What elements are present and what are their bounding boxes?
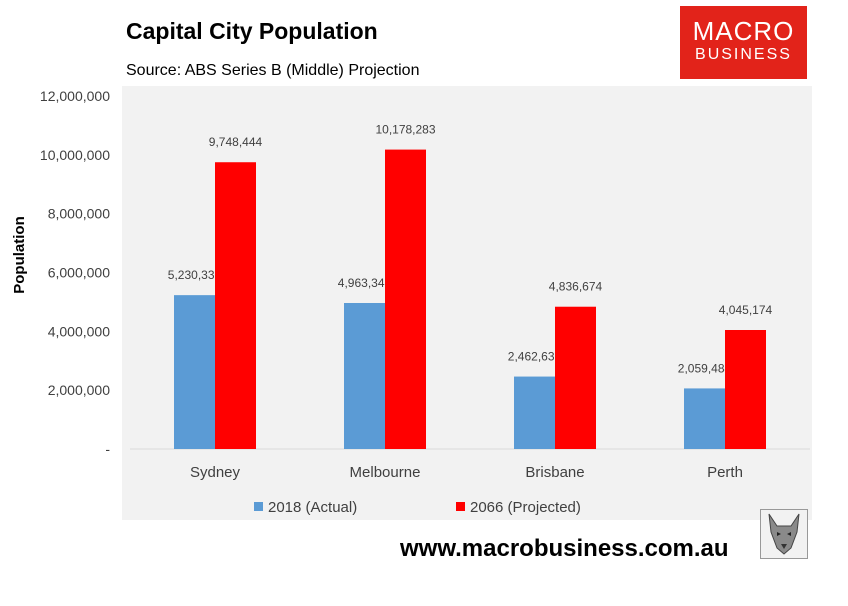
bar-2018-sydney: [174, 295, 215, 449]
y-tick-label: -: [105, 441, 110, 457]
wolf-head-icon: [760, 509, 808, 559]
data-label: 10,178,283: [375, 123, 435, 137]
data-label: 4,836,674: [549, 280, 603, 294]
x-tick-label: Melbourne: [350, 464, 421, 481]
data-label: 4,963,349: [338, 276, 392, 290]
chart-subtitle: Source: ABS Series B (Middle) Projection: [126, 62, 420, 79]
site-url[interactable]: www.macrobusiness.com.au: [400, 535, 729, 562]
logo-line-1: MACRO: [692, 16, 795, 46]
x-tick-label: Brisbane: [525, 464, 584, 481]
legend-swatch: [254, 502, 263, 511]
y-tick-label: 8,000,000: [48, 206, 110, 222]
legend-swatch: [456, 502, 465, 511]
bar-2066-sydney: [215, 162, 256, 449]
logo-line-2: BUSINESS: [695, 46, 792, 63]
chart-marks: - 2,000,000 4,000,000 6,000,000 8,000,000 10,…: [11, 88, 810, 516]
y-tick-label: 10,000,000: [40, 147, 110, 163]
x-tick-label: Sydney: [190, 464, 241, 481]
y-tick-label: 6,000,000: [48, 265, 110, 281]
macrobusiness-logo[interactable]: MACRO BUSINESS: [680, 6, 807, 79]
bar-2066-perth: [725, 330, 766, 449]
y-axis-title: Population: [11, 216, 28, 294]
legend-label: 2018 (Actual): [268, 499, 357, 516]
data-label: 9,748,444: [209, 135, 263, 149]
data-label: 4,045,174: [719, 303, 773, 317]
bar-2066-brisbane: [555, 306, 596, 449]
data-label: 2,059,484: [678, 361, 732, 375]
bar-2066-melbourne: [385, 149, 426, 449]
chart-title: Capital City Population: [126, 18, 378, 44]
y-tick-label: 12,000,000: [40, 88, 110, 104]
x-tick-label: Perth: [707, 464, 743, 481]
legend-label: 2066 (Projected): [470, 499, 581, 516]
y-tick-label: 4,000,000: [48, 323, 110, 339]
bar-2018-perth: [684, 388, 725, 449]
data-label: 5,230,330: [168, 268, 222, 282]
bar-2018-brisbane: [514, 376, 555, 449]
data-label: 2,462,637: [508, 350, 562, 364]
bar-2018-melbourne: [344, 302, 385, 449]
y-tick-label: 2,000,000: [48, 382, 110, 398]
